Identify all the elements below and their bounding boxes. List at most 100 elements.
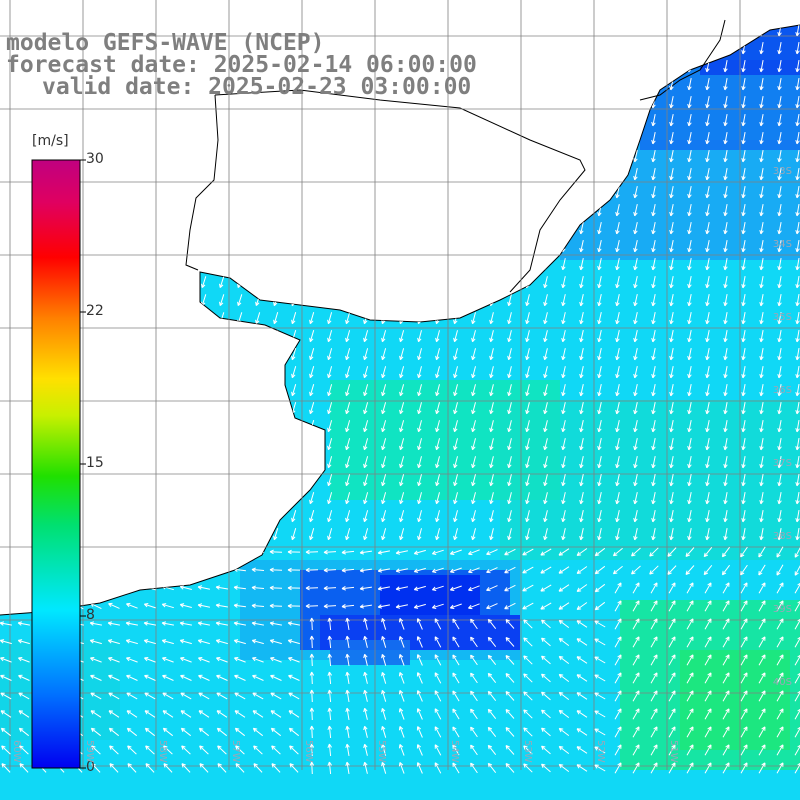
- wind-arrow: [126, 602, 138, 609]
- wind-arrow: [255, 150, 261, 163]
- wind-arrow: [597, 221, 602, 235]
- wind-arrow: [363, 276, 369, 289]
- wind-arrow: [615, 329, 620, 343]
- wind-arrow: [291, 510, 297, 523]
- wind-arrow: [615, 25, 620, 37]
- wind-arrow: [741, 366, 746, 379]
- wind-arrow: [705, 186, 710, 199]
- wind-arrow: [522, 584, 534, 592]
- wind-arrow: [507, 78, 512, 91]
- wind-arrow: [669, 384, 674, 397]
- wind-arrow: [470, 672, 478, 684]
- wind-arrow: [18, 602, 30, 610]
- wind-arrow: [576, 674, 588, 682]
- wind-arrow: [255, 402, 261, 415]
- wind-arrow: [650, 636, 658, 648]
- wind-arrow: [576, 710, 588, 718]
- wind-arrow: [453, 474, 458, 487]
- wind-arrow: [668, 762, 676, 774]
- wind-arrow: [615, 365, 620, 379]
- wind-arrow: [129, 456, 135, 469]
- wind-arrow: [165, 186, 171, 199]
- wind-arrow: [541, 673, 551, 683]
- wind-arrow: [471, 492, 476, 505]
- wind-arrow: [0, 639, 12, 645]
- wind-arrow: [108, 710, 120, 718]
- wind-arrow: [452, 762, 460, 774]
- wind-arrow: [777, 366, 782, 379]
- wind-arrow: [504, 548, 516, 556]
- wind-arrow: [651, 384, 656, 397]
- wind-arrow: [345, 25, 351, 37]
- wind-arrow: [147, 474, 153, 487]
- wind-arrow: [21, 222, 27, 234]
- wind-arrow: [269, 567, 283, 573]
- wind-arrow: [615, 275, 620, 289]
- wind-arrow: [561, 276, 566, 289]
- wind-arrow: [668, 600, 676, 612]
- wind-arrow: [111, 258, 117, 271]
- wind-arrow: [201, 402, 207, 415]
- wind-arrow: [381, 132, 387, 145]
- wind-arrow: [486, 549, 498, 556]
- wind-arrow: [504, 602, 516, 610]
- wind-arrow: [416, 636, 423, 648]
- wind-arrow: [255, 438, 261, 451]
- wind-arrow: [291, 240, 297, 253]
- wind-arrow: [381, 510, 387, 523]
- wind-arrow: [395, 568, 409, 573]
- wind-arrow: [507, 312, 512, 325]
- wind-arrow: [165, 294, 171, 307]
- wind-arrow: [453, 456, 458, 469]
- wind-arrow: [651, 204, 656, 217]
- wind-arrow: [558, 673, 570, 682]
- wind-arrow: [597, 527, 602, 541]
- wind-arrow: [705, 438, 710, 451]
- wind-arrow: [18, 692, 30, 700]
- wind-arrow: [453, 132, 458, 145]
- wind-arrow: [723, 240, 728, 253]
- wind-arrow: [183, 186, 189, 199]
- wind-arrow: [108, 727, 120, 737]
- wind-arrow: [579, 311, 584, 325]
- wind-arrow: [453, 438, 458, 451]
- wind-arrow: [201, 312, 207, 325]
- wind-arrow: [687, 25, 692, 37]
- wind-arrow: [273, 456, 279, 469]
- wind-arrow: [19, 745, 29, 755]
- wind-arrow: [198, 657, 210, 663]
- wind-arrow: [543, 438, 548, 451]
- wind-arrow: [327, 707, 333, 721]
- wind-arrow: [615, 239, 620, 253]
- wind-arrow: [776, 744, 784, 756]
- wind-arrow: [470, 690, 478, 702]
- wind-arrow: [21, 168, 27, 180]
- wind-arrow: [579, 113, 584, 127]
- wind-arrow: [594, 692, 606, 700]
- wind-arrow: [579, 25, 584, 37]
- wind-arrow: [795, 492, 800, 505]
- wind-arrow: [129, 420, 135, 433]
- wind-arrow: [741, 438, 746, 451]
- wind-arrow: [615, 311, 620, 325]
- wind-arrow: [667, 547, 677, 557]
- wind-arrow: [377, 586, 390, 591]
- wind-arrow: [558, 763, 570, 772]
- wind-arrow: [686, 726, 694, 738]
- wind-arrow: [417, 348, 422, 361]
- wind-arrow: [507, 132, 512, 145]
- wind-arrow: [381, 707, 387, 720]
- wind-arrow: [795, 240, 800, 253]
- wind-arrow: [759, 222, 764, 235]
- wind-arrow: [776, 654, 784, 666]
- wind-arrow: [161, 621, 174, 626]
- wind-arrow: [505, 727, 515, 737]
- wind-arrow: [363, 707, 368, 720]
- wind-arrow: [576, 728, 588, 736]
- wind-arrow: [201, 510, 207, 523]
- wind-arrow: [632, 762, 640, 774]
- wind-arrow: [741, 528, 746, 541]
- wind-arrow: [741, 60, 746, 73]
- wind-arrow: [723, 474, 728, 487]
- wind-arrow: [776, 672, 784, 684]
